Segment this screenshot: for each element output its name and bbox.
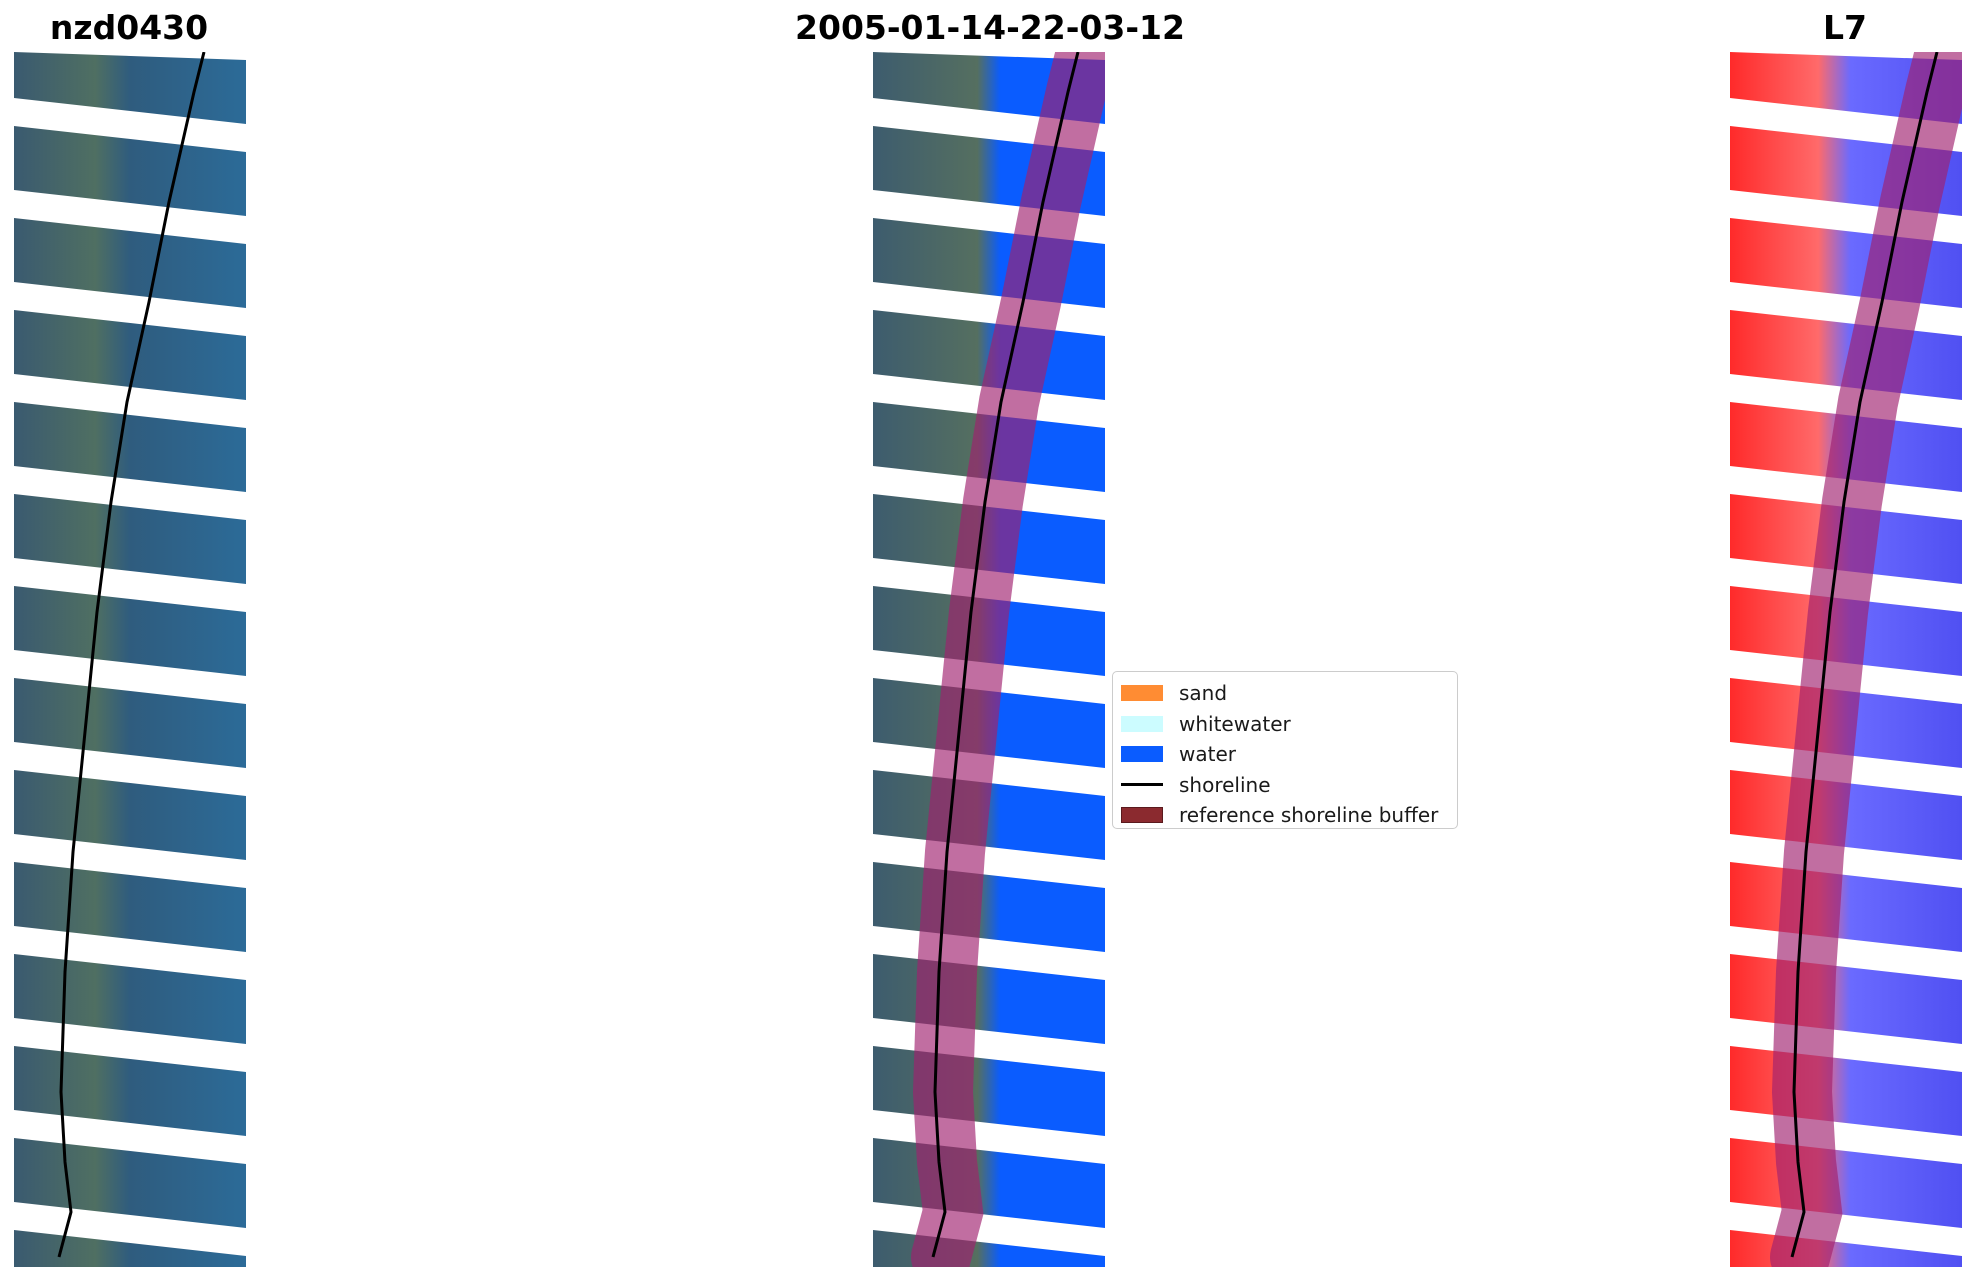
legend-item-whitewater: whitewater [1121, 709, 1457, 740]
buffer-swatch [1121, 807, 1163, 824]
image-strip [1730, 954, 1962, 1044]
image-strip [873, 1230, 1105, 1267]
image-strip [14, 1138, 246, 1228]
image-strip [873, 1138, 1105, 1228]
rgb-image-panel [14, 52, 246, 1267]
legend-label: shoreline [1179, 772, 1271, 797]
image-strip [14, 1046, 246, 1136]
image-strip [14, 494, 246, 584]
water-swatch [1121, 746, 1163, 763]
panel-title-satellite: L7 [1823, 8, 1867, 47]
shoreline-swatch [1121, 783, 1163, 787]
image-strip [14, 402, 246, 492]
image-strip [14, 770, 246, 860]
image-strip [14, 586, 246, 676]
water-index-panel [1730, 52, 1962, 1267]
image-strip [14, 954, 246, 1044]
image-strip [1730, 1046, 1962, 1136]
image-strip [1730, 1230, 1962, 1267]
legend-label: whitewater [1179, 711, 1291, 736]
reference-shoreline-buffer [1770, 52, 1962, 1267]
reference-shoreline-buffer [911, 52, 1105, 1267]
legend-label: reference shoreline buffer [1179, 803, 1439, 828]
shoreline-line [1790, 52, 1939, 1258]
image-strip [873, 1046, 1105, 1136]
whitewater-swatch [1121, 715, 1163, 732]
image-strip [1730, 862, 1962, 952]
panel-title-date: 2005-01-14-22-03-12 [795, 8, 1185, 47]
image-strip [14, 310, 246, 400]
sand-swatch [1121, 685, 1163, 702]
legend-item-sand: sand [1121, 678, 1457, 709]
image-strip [14, 126, 246, 216]
classified-image-panel [873, 52, 1105, 1267]
image-strip [14, 1230, 246, 1267]
shoreline-line [57, 52, 206, 1258]
legend-label: sand [1179, 681, 1228, 706]
image-strip [14, 52, 246, 124]
legend-label: water [1179, 742, 1236, 767]
image-strip [14, 862, 246, 952]
legend-item-shoreline: shoreline [1121, 770, 1457, 801]
legend-item-water: water [1121, 739, 1457, 770]
panel-title-image-name: nzd0430 [49, 8, 209, 47]
image-strip [14, 218, 246, 308]
shoreline-line [931, 52, 1080, 1258]
legend: sand whitewater water shoreline referenc… [1112, 671, 1458, 829]
image-strip [873, 954, 1105, 1044]
image-strip [14, 678, 246, 768]
image-strip [873, 862, 1105, 952]
image-strips [14, 52, 246, 1267]
image-strip [1730, 1138, 1962, 1228]
legend-item-reference-buffer: reference shoreline buffer [1121, 800, 1457, 831]
